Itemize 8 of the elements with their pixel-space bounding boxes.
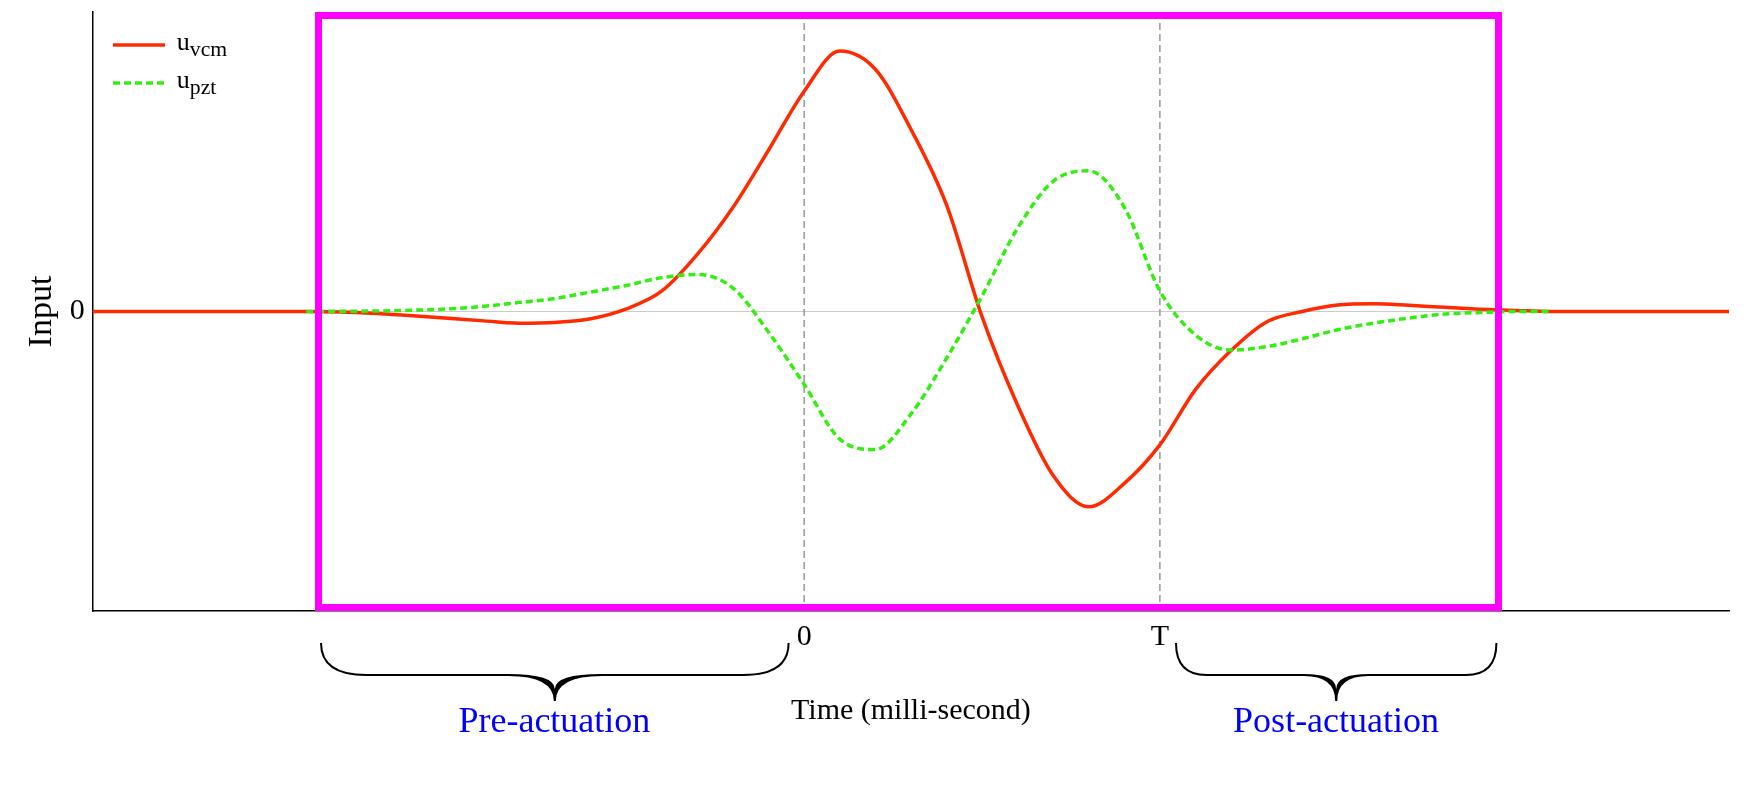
x-axis-title: Time (milli-second)	[791, 691, 1031, 726]
text: Pre-actuation	[457, 699, 652, 741]
x-tick-label: T	[1150, 617, 1170, 651]
y-axis-title: Input	[21, 275, 59, 348]
ref-line-label: 0	[69, 292, 85, 326]
text: Post-actuation	[1232, 699, 1441, 741]
legend-label: u$_{pzt}$	[176, 65, 217, 101]
legend-label: u$_{vcm}$	[176, 27, 228, 63]
